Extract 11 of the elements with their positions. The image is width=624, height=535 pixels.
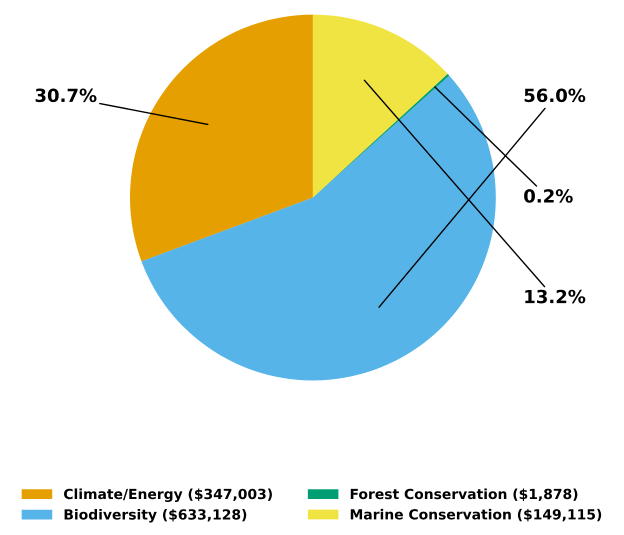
data-label: 0.2% [524, 189, 573, 203]
data-label: 30.7% [36, 88, 97, 102]
legend-label: Marine Conservation ($149,115) [350, 508, 602, 522]
legend-label: Biodiversity ($633,128) [64, 508, 246, 522]
pie-slice [312, 14, 448, 198]
data-label: 13.2% [525, 290, 586, 304]
data-label: 56.0% [524, 88, 586, 102]
legend-label: Climate/Energy ($347,003) [64, 488, 272, 502]
legend-label: Forest Conservation ($1,878) [350, 488, 578, 502]
pie-slice [141, 76, 496, 380]
pie-slice [130, 14, 313, 262]
